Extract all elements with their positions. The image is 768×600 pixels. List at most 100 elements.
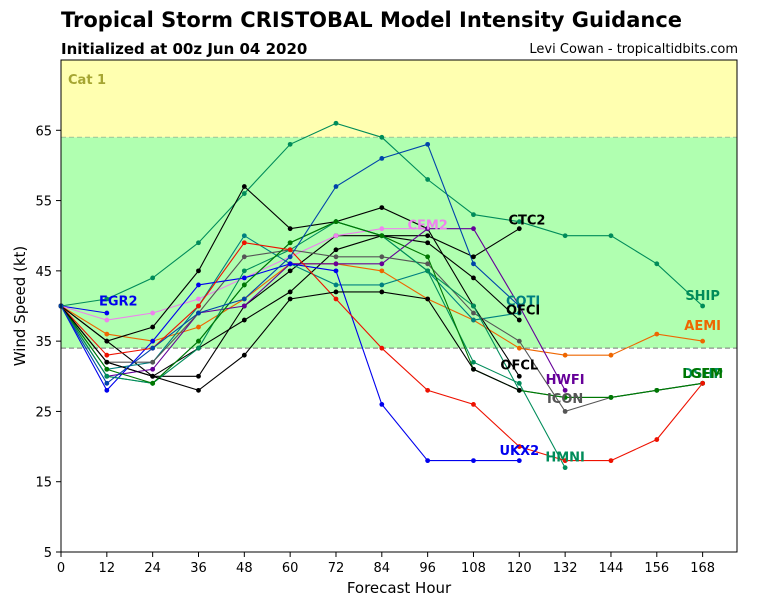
- series-line-egr2: [60, 305, 107, 314]
- series-label-cem2: CEM2: [407, 218, 447, 233]
- data-point: [379, 134, 385, 140]
- data-point: [333, 254, 339, 260]
- x-tick-label: 12: [99, 561, 116, 576]
- data-point: [471, 303, 476, 309]
- data-point: [516, 338, 522, 344]
- data-point: [196, 387, 201, 393]
- data-point: [150, 275, 156, 281]
- intensity-bands: Cat 1: [61, 60, 737, 349]
- x-tick-label: 156: [644, 561, 669, 576]
- data-point: [287, 268, 293, 274]
- data-point: [104, 338, 110, 344]
- data-point: [562, 352, 568, 358]
- data-point: [425, 268, 431, 274]
- x-tick-label: 0: [57, 561, 65, 576]
- data-point: [379, 156, 385, 161]
- series-label-aemi: AEMI: [684, 319, 721, 334]
- data-point: [700, 303, 706, 309]
- data-point: [287, 296, 293, 302]
- x-tick-label: 120: [507, 561, 532, 576]
- data-point: [471, 254, 476, 260]
- data-point: [425, 254, 431, 260]
- data-point: [333, 282, 339, 288]
- data-point: [150, 338, 156, 344]
- data-point: [104, 359, 110, 365]
- data-point: [608, 458, 614, 464]
- data-point: [241, 240, 247, 246]
- data-point: [241, 268, 247, 274]
- data-point: [700, 338, 706, 344]
- y-tick-label: 65: [35, 124, 52, 139]
- x-tick-label: 72: [328, 561, 345, 576]
- data-point: [287, 289, 293, 295]
- data-point: [333, 268, 339, 274]
- data-point: [333, 261, 339, 267]
- data-point: [287, 254, 293, 260]
- data-point: [516, 310, 522, 316]
- series-label-icon: ICON: [547, 392, 583, 407]
- data-point: [425, 261, 431, 267]
- data-point: [516, 317, 522, 323]
- data-point: [471, 275, 476, 281]
- data-point: [104, 352, 110, 358]
- data-point: [287, 141, 293, 147]
- series-line-hwfi: [60, 228, 566, 391]
- data-point: [425, 226, 431, 232]
- data-point: [333, 296, 339, 302]
- data-point: [241, 275, 247, 281]
- data-point: [379, 282, 385, 288]
- data-point: [516, 345, 522, 351]
- chart-subtitle: Initialized at 00z Jun 04 2020: [61, 40, 308, 58]
- data-point: [241, 184, 247, 189]
- series-label-coti: COTI: [506, 294, 540, 309]
- data-point: [425, 458, 431, 464]
- data-point: [241, 233, 247, 239]
- data-point: [425, 387, 431, 393]
- data-point: [379, 226, 385, 232]
- x-tick-label: 168: [690, 561, 715, 576]
- data-point: [104, 387, 110, 393]
- data-point: [379, 205, 385, 211]
- data-point: [379, 289, 385, 295]
- data-point: [104, 296, 110, 302]
- data-point: [196, 240, 201, 246]
- data-point: [379, 402, 385, 407]
- data-point: [150, 380, 156, 386]
- data-point: [471, 310, 476, 316]
- data-point: [196, 338, 201, 344]
- data-point: [654, 261, 660, 267]
- y-tick-label: 55: [35, 195, 52, 210]
- data-point: [379, 233, 385, 239]
- data-point: [241, 191, 247, 196]
- data-point: [333, 289, 339, 295]
- data-point: [104, 317, 110, 323]
- x-tick-label: 144: [599, 561, 624, 576]
- data-point: [379, 261, 385, 267]
- model-points: [58, 120, 706, 471]
- x-tick-label: 60: [282, 561, 299, 576]
- data-point: [104, 366, 110, 372]
- data-point: [150, 345, 156, 351]
- data-point: [608, 394, 614, 400]
- data-point: [471, 359, 476, 365]
- data-point: [425, 240, 431, 246]
- data-point: [333, 120, 339, 126]
- data-point: [196, 373, 201, 379]
- data-point: [241, 296, 247, 302]
- band-1: [61, 137, 737, 349]
- data-point: [471, 366, 476, 372]
- y-tick-label: 45: [35, 265, 52, 280]
- data-point: [562, 458, 568, 464]
- series-label-hwfi: HWFI: [546, 373, 585, 388]
- chart-title: Tropical Storm CRISTOBAL Model Intensity…: [61, 8, 683, 32]
- series-label-hmni: HMNI: [545, 450, 585, 465]
- data-point: [516, 387, 522, 393]
- data-point: [150, 359, 156, 365]
- data-point: [608, 233, 614, 239]
- plot-frame: [60, 59, 738, 553]
- data-point: [241, 303, 247, 309]
- data-point: [562, 409, 568, 414]
- data-point: [562, 233, 568, 239]
- data-point: [654, 387, 660, 393]
